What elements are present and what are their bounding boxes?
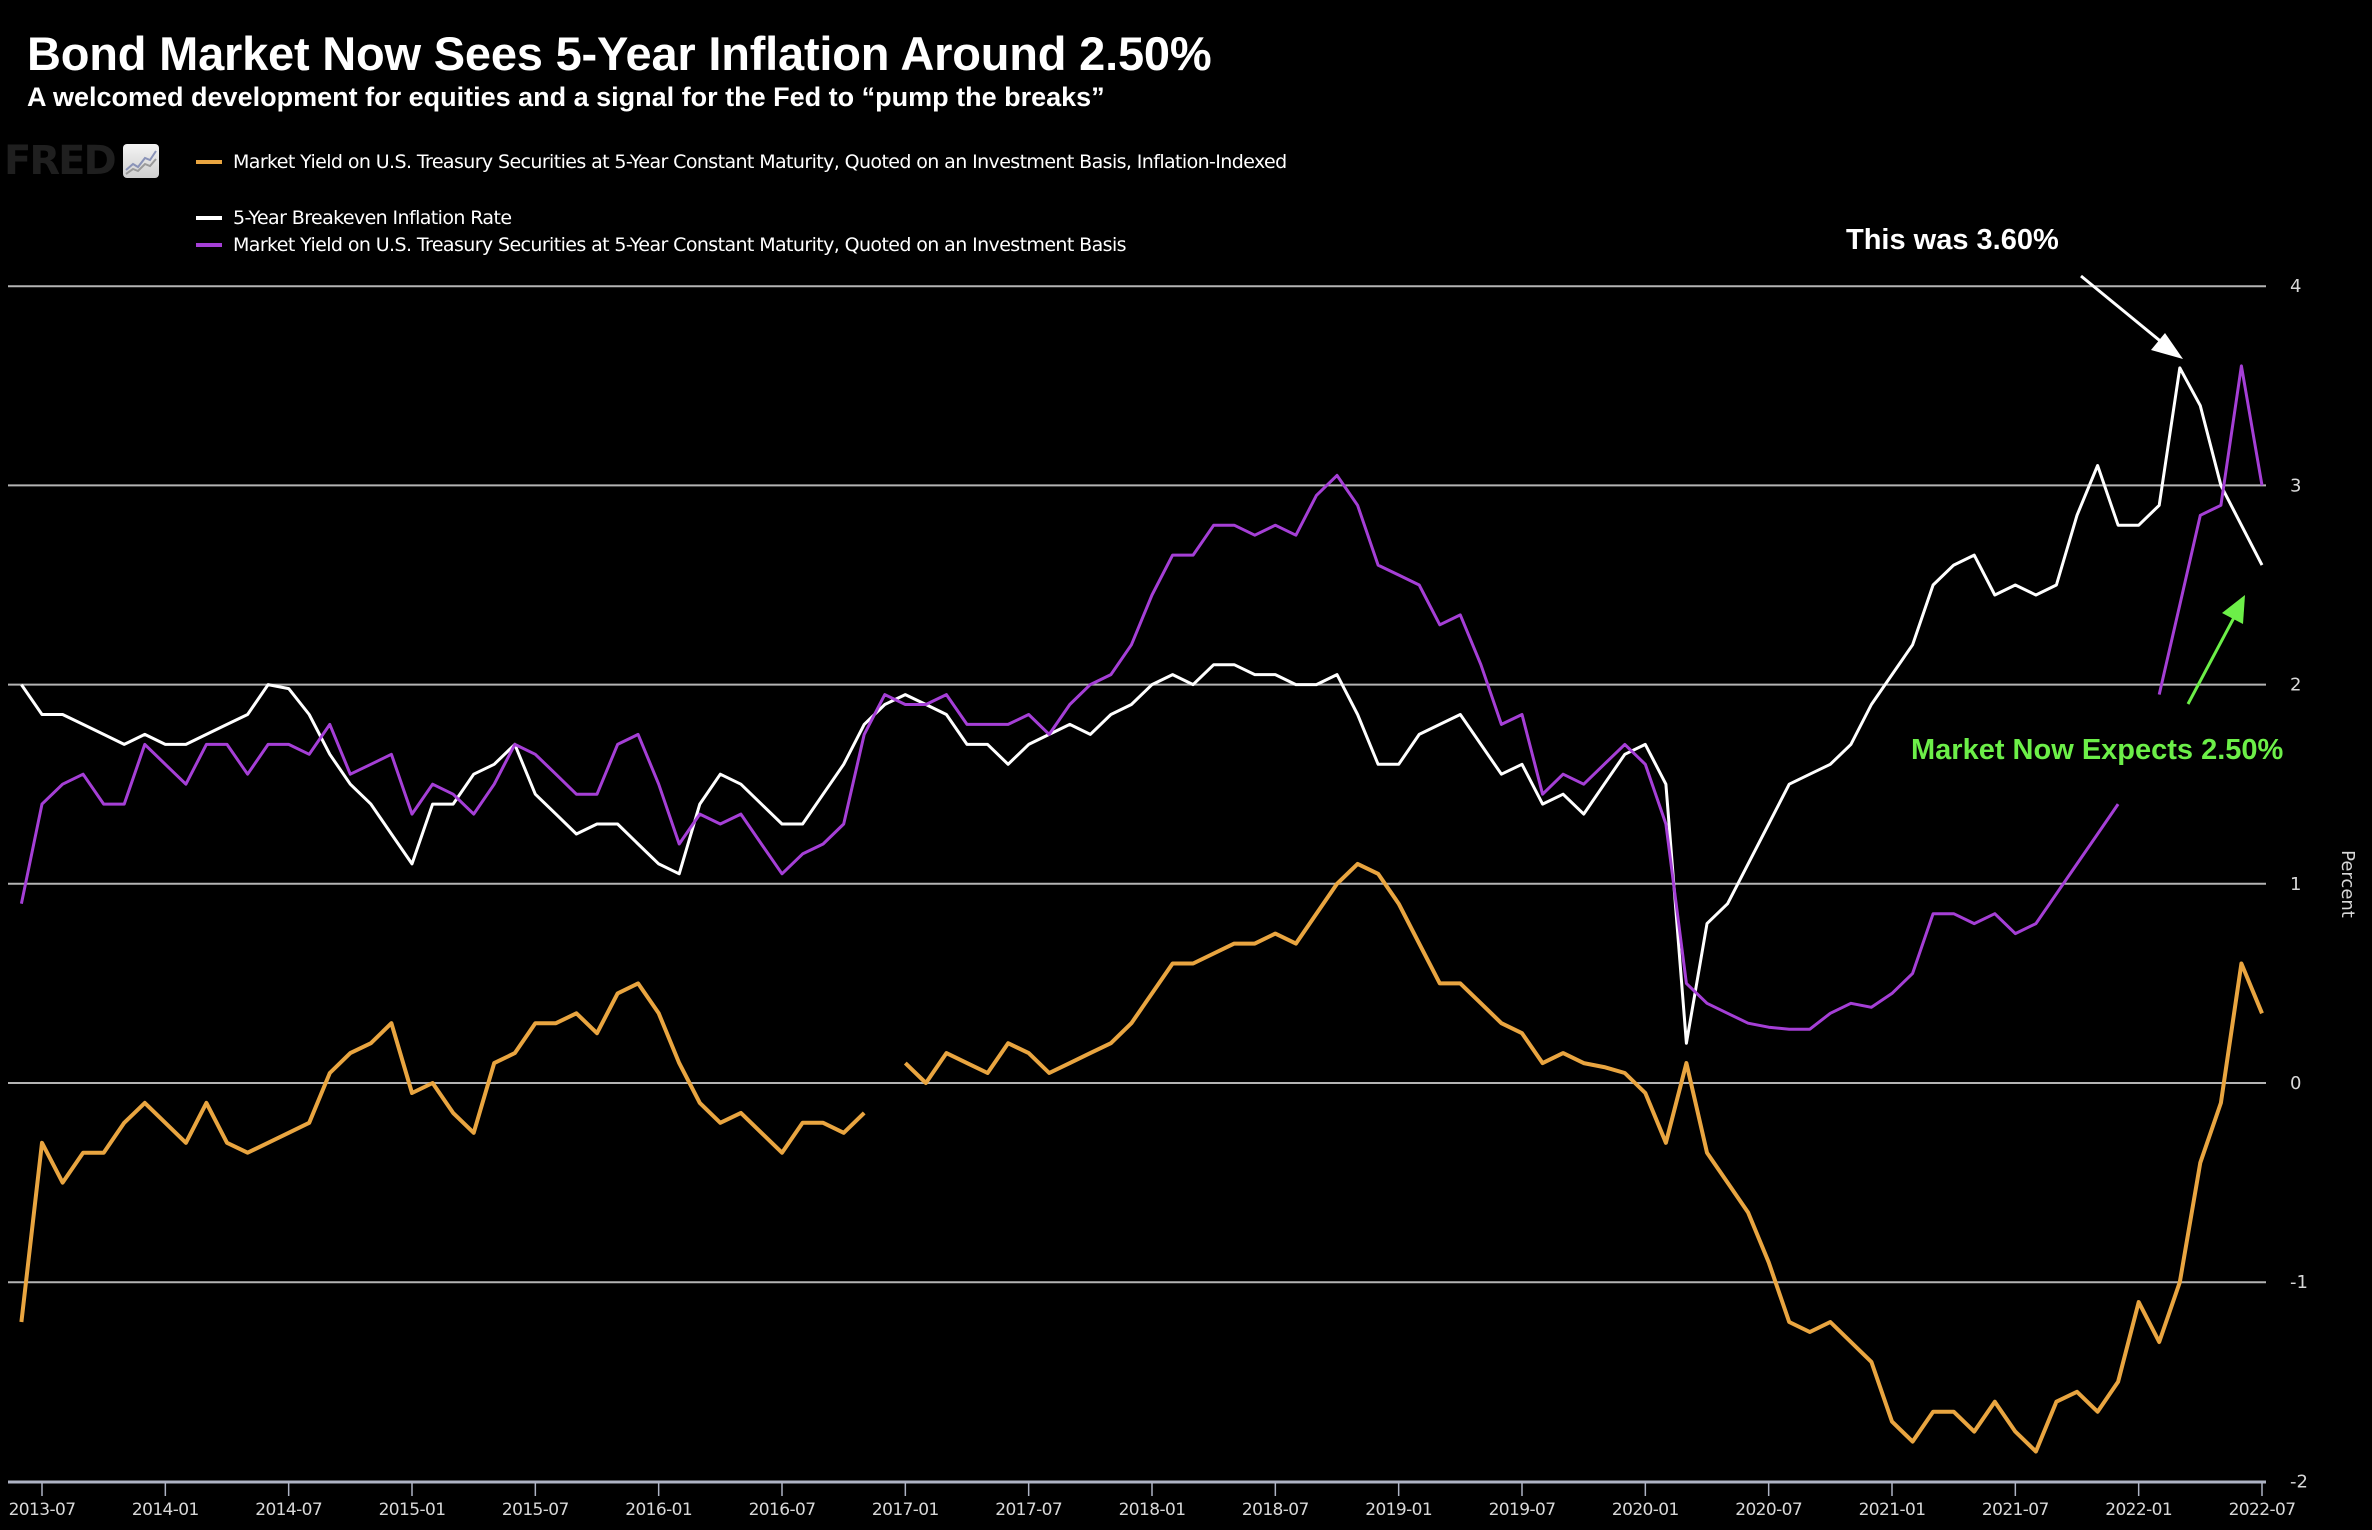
y-tick-label: 2 xyxy=(2290,675,2301,696)
y-tick-label: 1 xyxy=(2290,874,2301,895)
y-tick-label: -1 xyxy=(2290,1272,2308,1293)
annotation-current: Market Now Expects 2.50% xyxy=(1909,734,2286,767)
x-tick-label: 2021-07 xyxy=(1982,1500,2049,1520)
chart-subtitle: A welcomed development for equities and … xyxy=(27,82,1105,112)
legend-label: 5-Year Breakeven Inflation Rate xyxy=(233,207,512,229)
series-line-tips-yield xyxy=(903,861,2264,1454)
y-tick-label: 4 xyxy=(2290,276,2301,297)
fred-logo: FRED xyxy=(4,141,159,181)
legend-swatch-purple xyxy=(196,243,222,247)
x-tick-label: 2015-01 xyxy=(379,1500,446,1520)
legend-item-tips[interactable]: Market Yield on U.S. Treasury Securities… xyxy=(196,151,1287,173)
x-tick-label: 2016-07 xyxy=(749,1500,816,1520)
gridlines xyxy=(8,285,2266,1284)
series-line-tips-yield xyxy=(19,981,866,1323)
x-tick-label: 2013-07 xyxy=(9,1500,76,1520)
y-tick-label: 3 xyxy=(2290,475,2301,496)
series-line-nominal-yield xyxy=(19,473,2120,1031)
legend-label: Market Yield on U.S. Treasury Securities… xyxy=(233,234,1127,256)
y-tick-label: -2 xyxy=(2290,1471,2308,1492)
legend-swatch-orange xyxy=(196,160,222,164)
annotation-arrow-white xyxy=(2080,274,2171,351)
x-tick-label: 2018-01 xyxy=(1119,1500,1186,1520)
series-line-nominal-yield xyxy=(2157,364,2264,695)
y-axis-label: Percent xyxy=(2337,850,2358,918)
x-axis: 2013-07 2014-01 2014-07 2015-01 2015-07 2016-… xyxy=(8,1480,2296,1520)
annotation-arrow-green xyxy=(2186,609,2240,705)
x-tick-label: 2014-07 xyxy=(255,1500,322,1520)
fred-logo-text: FRED xyxy=(4,138,117,184)
x-tick-label: 2016-01 xyxy=(625,1500,692,1520)
y-axis: 4 3 2 1 0 -1 -2 xyxy=(2290,276,2308,1492)
x-tick-label: 2022-01 xyxy=(2105,1500,2172,1520)
x-tick-label: 2017-01 xyxy=(872,1500,939,1520)
legend-item-breakeven[interactable]: 5-Year Breakeven Inflation Rate xyxy=(196,207,512,229)
series-line-breakeven-inflation xyxy=(20,366,2264,1045)
x-tick-label: 2021-01 xyxy=(1859,1500,1926,1520)
x-tick-label: 2019-07 xyxy=(1489,1500,1556,1520)
annotation-peak: This was 3.60% xyxy=(1846,224,2059,256)
legend-label: Market Yield on U.S. Treasury Securities… xyxy=(233,151,1287,173)
annotation-arrows xyxy=(2080,274,2245,705)
legend-item-nominal[interactable]: Market Yield on U.S. Treasury Securities… xyxy=(196,234,1127,256)
x-tick-label: 2020-07 xyxy=(1735,1500,1802,1520)
x-tick-label: 2014-01 xyxy=(132,1500,199,1520)
series-lines xyxy=(19,364,2264,1454)
annotation-arrowhead-white xyxy=(2151,333,2183,359)
x-tick-label: 2015-07 xyxy=(502,1500,569,1520)
y-tick-label: 0 xyxy=(2290,1073,2301,1094)
x-tick-label: 2020-01 xyxy=(1612,1500,1679,1520)
x-tick-label: 2019-01 xyxy=(1365,1500,1432,1520)
x-tick-label: 2018-07 xyxy=(1242,1500,1309,1520)
x-tick-label: 2022-07 xyxy=(2229,1500,2296,1520)
legend-swatch-white xyxy=(196,216,222,220)
line-chart-icon xyxy=(122,144,159,178)
annotation-arrowhead-green xyxy=(2222,595,2245,624)
chart-title: Bond Market Now Sees 5-Year Inflation Ar… xyxy=(27,27,1212,80)
x-tick-label: 2017-07 xyxy=(995,1500,1062,1520)
